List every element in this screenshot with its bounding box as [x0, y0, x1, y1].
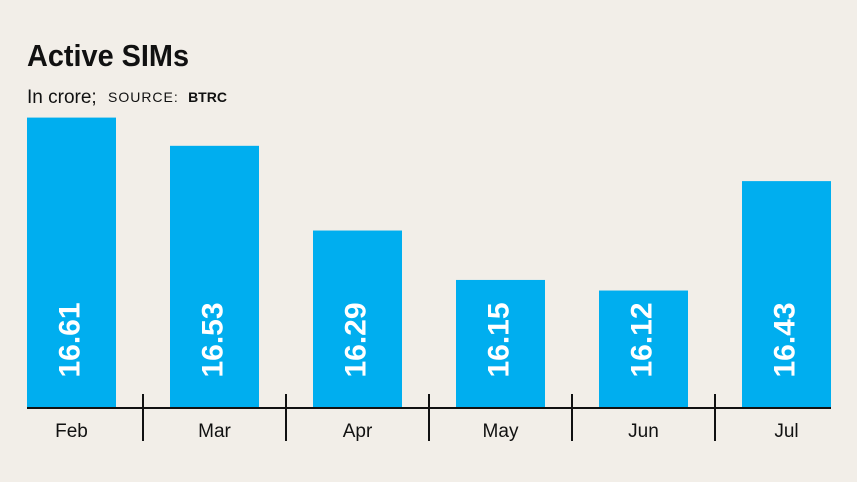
x-tick-label: Jun	[628, 421, 659, 442]
x-tick-label: May	[483, 421, 519, 442]
bar	[170, 145, 259, 407]
bar	[27, 117, 116, 408]
value-label: 16.12	[625, 302, 658, 377]
x-tick-label: Feb	[55, 421, 88, 442]
value-label: 16.43	[768, 302, 801, 377]
chart-title: Active SIMs	[27, 38, 189, 73]
x-tick-label: Jul	[774, 421, 798, 442]
value-label: 16.29	[339, 302, 372, 377]
source-label: SOURCE:	[108, 89, 179, 105]
x-tick-label: Apr	[343, 421, 373, 442]
x-tick-label: Mar	[198, 421, 231, 442]
bar	[456, 279, 545, 407]
subtitle-text: In crore;	[27, 87, 97, 108]
bar	[742, 181, 831, 407]
value-label: 16.15	[482, 302, 515, 377]
value-label: 16.53	[196, 302, 229, 377]
subtitle: In crore; SOURCE: BTRC	[27, 87, 227, 108]
source: BTRC	[188, 89, 227, 105]
bar	[599, 290, 688, 407]
value-label: 16.61	[53, 302, 86, 377]
bar	[313, 230, 402, 407]
